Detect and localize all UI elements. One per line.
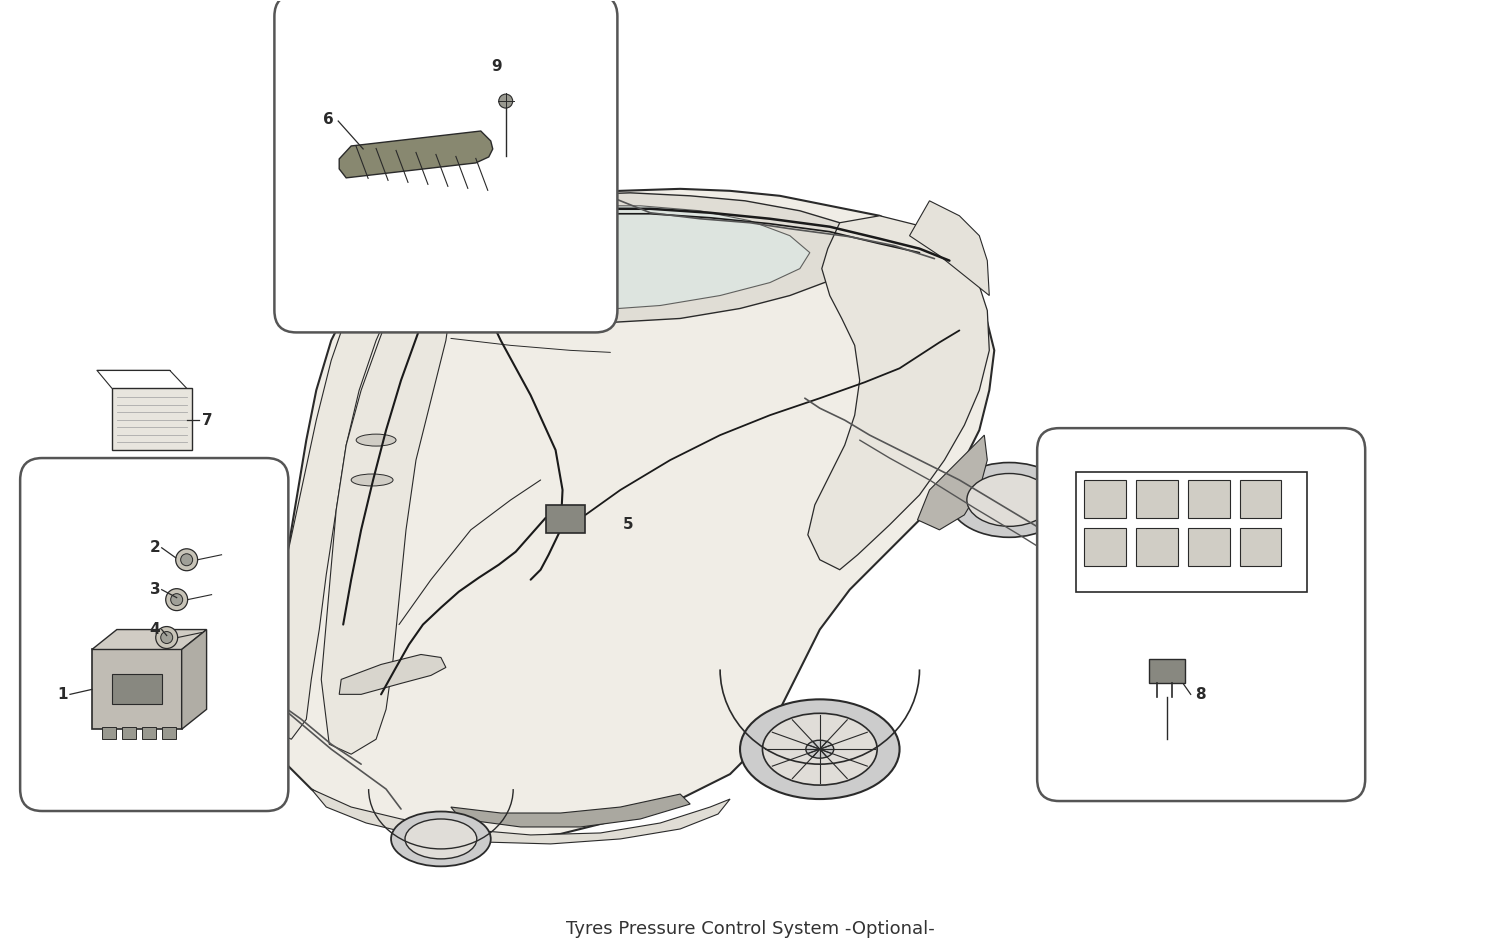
Ellipse shape	[156, 627, 177, 649]
Bar	[1239, 480, 1281, 518]
Bar	[1076, 472, 1308, 592]
FancyBboxPatch shape	[274, 0, 618, 332]
Bar	[1188, 480, 1230, 518]
Bar	[1149, 659, 1185, 683]
Bar	[162, 728, 176, 739]
Text: Tyres Pressure Control System -Optional-: Tyres Pressure Control System -Optional-	[566, 920, 934, 938]
Polygon shape	[267, 240, 416, 739]
Polygon shape	[808, 216, 990, 570]
Ellipse shape	[176, 549, 198, 571]
Polygon shape	[406, 193, 870, 322]
Bar	[1084, 480, 1126, 518]
Bar	[142, 728, 156, 739]
Bar	[546, 504, 585, 533]
Ellipse shape	[806, 740, 834, 758]
Text: 9: 9	[490, 59, 501, 74]
Polygon shape	[339, 131, 494, 178]
Bar	[122, 728, 136, 739]
Ellipse shape	[950, 463, 1070, 538]
Polygon shape	[918, 435, 987, 530]
Polygon shape	[321, 251, 452, 754]
Text: 6: 6	[324, 111, 334, 126]
Bar	[102, 728, 116, 739]
Polygon shape	[339, 655, 446, 694]
Polygon shape	[256, 189, 994, 839]
Ellipse shape	[392, 811, 490, 866]
Polygon shape	[182, 630, 207, 730]
Polygon shape	[909, 200, 990, 295]
Bar	[112, 389, 192, 450]
Ellipse shape	[351, 474, 393, 486]
FancyBboxPatch shape	[20, 458, 288, 811]
Polygon shape	[92, 630, 207, 650]
Text: 1: 1	[57, 687, 68, 702]
Text: 8: 8	[1194, 687, 1206, 702]
Polygon shape	[92, 650, 182, 730]
Text: 3: 3	[150, 582, 160, 598]
Ellipse shape	[762, 713, 878, 785]
Text: 7: 7	[201, 412, 211, 428]
Ellipse shape	[356, 434, 396, 446]
Ellipse shape	[180, 554, 192, 566]
FancyBboxPatch shape	[1036, 428, 1365, 801]
Polygon shape	[392, 291, 426, 318]
Ellipse shape	[968, 473, 1052, 526]
Ellipse shape	[165, 589, 188, 611]
Bar	[1136, 480, 1178, 518]
Text: 2: 2	[150, 541, 160, 556]
Ellipse shape	[171, 594, 183, 605]
Text: 5: 5	[622, 518, 633, 532]
Bar	[1188, 528, 1230, 566]
Ellipse shape	[498, 94, 513, 108]
Bar	[1084, 528, 1126, 566]
Polygon shape	[312, 789, 730, 844]
Bar	[1239, 528, 1281, 566]
Bar	[112, 674, 162, 704]
Polygon shape	[419, 206, 810, 311]
Bar	[1136, 528, 1178, 566]
Polygon shape	[452, 794, 690, 826]
Ellipse shape	[405, 819, 477, 859]
Ellipse shape	[740, 699, 900, 799]
Text: 4: 4	[150, 622, 160, 637]
Ellipse shape	[160, 632, 172, 643]
